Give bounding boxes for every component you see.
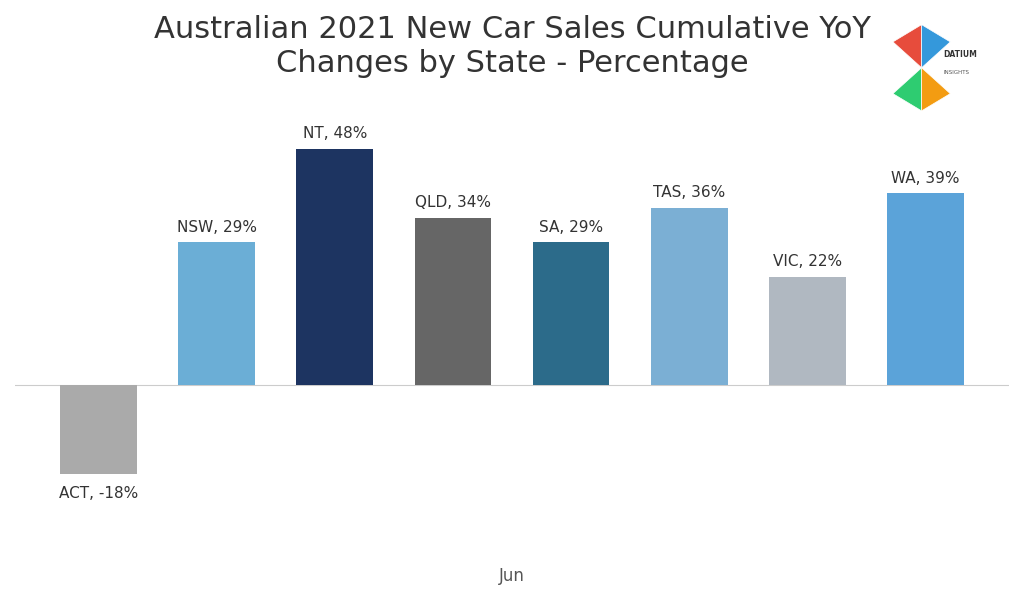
Text: ACT, -18%: ACT, -18% [59,486,138,501]
Polygon shape [893,68,922,111]
Bar [651,208,728,385]
Text: TAS, 36%: TAS, 36% [653,185,725,200]
Bar [178,242,255,385]
Bar [769,277,846,385]
Polygon shape [922,68,950,111]
Bar [415,217,492,385]
Text: NT, 48%: NT, 48% [303,126,367,141]
Bar [887,193,964,385]
Bar [532,242,609,385]
Text: SA, 29%: SA, 29% [539,220,603,235]
Bar [60,385,137,474]
Text: QLD, 34%: QLD, 34% [415,195,490,210]
Polygon shape [922,25,950,68]
Text: VIC, 22%: VIC, 22% [773,254,842,269]
Bar [296,148,373,385]
Text: NSW, 29%: NSW, 29% [177,220,257,235]
Text: DATIUM: DATIUM [943,51,977,59]
Text: Jun: Jun [499,567,525,585]
Text: WA, 39%: WA, 39% [891,171,959,185]
Polygon shape [893,25,922,68]
Text: INSIGHTS: INSIGHTS [943,70,969,75]
Title: Australian 2021 New Car Sales Cumulative YoY
Changes by State - Percentage: Australian 2021 New Car Sales Cumulative… [154,15,870,78]
